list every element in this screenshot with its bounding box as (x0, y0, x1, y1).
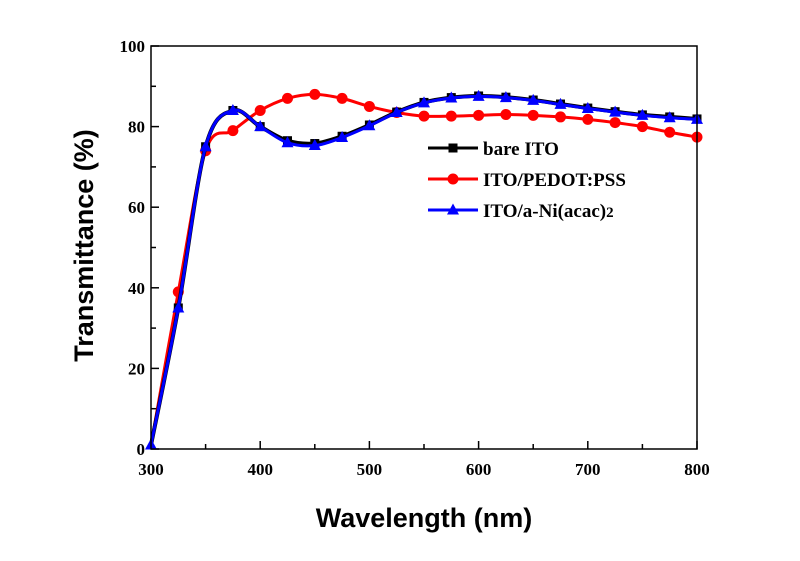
x-tick-label: 500 (357, 460, 383, 479)
legend: bare ITO ITO/PEDOT:PSS ITO/a-Ni(acac)2 (428, 139, 626, 222)
data-point (336, 130, 349, 142)
y-tick-label: 80 (128, 118, 145, 137)
y-tick-label: 100 (120, 37, 146, 56)
y-tick-label: 40 (128, 279, 145, 298)
x-tick-label: 400 (247, 460, 273, 479)
data-point (282, 92, 293, 104)
data-point (472, 89, 485, 101)
data-point (308, 139, 321, 151)
data-point (664, 126, 676, 138)
data-point (390, 105, 403, 117)
series-line (149, 92, 698, 446)
data-point (445, 91, 458, 103)
y-tick-label: 0 (137, 440, 146, 459)
series-bare-ito (149, 91, 702, 446)
data-point (226, 103, 239, 115)
x-axis-title: Wavelength (nm) (316, 503, 533, 533)
data-point (254, 104, 266, 116)
data-point (227, 125, 239, 137)
axes: 300 400 500 600 700 800 0 20 40 60 80 100 (120, 37, 710, 479)
legend-marker (447, 173, 459, 185)
data-point (363, 100, 375, 112)
data-point (581, 101, 594, 113)
legend-label: ITO/a-Ni(acac)2 (483, 201, 614, 222)
series-ito-pedot-pss (149, 88, 703, 446)
data-point (445, 110, 457, 122)
x-tick-label: 800 (684, 460, 710, 479)
legend-item: ITO/PEDOT:PSS (428, 170, 626, 191)
data-point (499, 91, 512, 103)
data-point (473, 109, 485, 121)
series-ito-a-ni-acac-2 (145, 89, 703, 450)
y-tick-label: 60 (128, 198, 145, 217)
data-point (636, 108, 649, 120)
plot-frame (150, 45, 698, 450)
data-point (363, 119, 376, 131)
data-point (527, 93, 540, 105)
data-point (555, 111, 566, 123)
y-tick-label: 20 (128, 359, 145, 378)
legend-marker (447, 203, 459, 215)
data-point (582, 113, 594, 125)
x-tick-label: 700 (575, 460, 601, 479)
data-point (254, 120, 267, 132)
data-point (636, 121, 648, 133)
x-tick-label: 600 (466, 460, 492, 479)
legend-item: bare ITO (428, 139, 559, 160)
data-point (309, 88, 321, 100)
data-point (199, 140, 212, 152)
x-tick-label: 300 (138, 460, 164, 479)
data-point (527, 109, 539, 121)
data-point (418, 96, 430, 108)
data-point (500, 109, 512, 121)
data-point (172, 301, 185, 313)
series-line (149, 94, 698, 446)
data-point (609, 105, 622, 117)
legend-marker (448, 143, 458, 153)
data-point (609, 117, 621, 129)
series-line (149, 93, 698, 446)
legend-item: ITO/a-Ni(acac)2 (428, 201, 614, 222)
series-layer (145, 88, 703, 450)
legend-subscript: 2 (606, 205, 614, 221)
legend-label: ITO/PEDOT:PSS (483, 170, 626, 191)
data-point (663, 111, 676, 123)
data-point (418, 110, 430, 122)
data-point (281, 136, 294, 148)
data-point (554, 97, 567, 109)
legend-label: bare ITO (483, 139, 559, 160)
data-point (336, 92, 348, 104)
y-axis-title: Transmittance (%) (69, 129, 99, 362)
